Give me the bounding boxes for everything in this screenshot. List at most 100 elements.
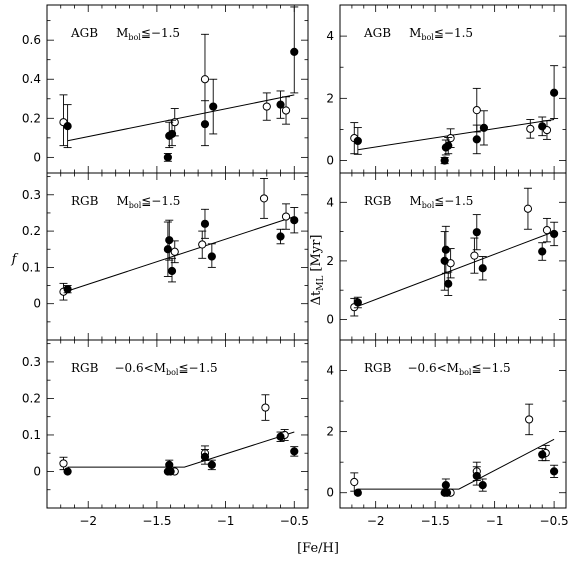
y-tick-label: 0.2 [22, 391, 41, 405]
panel-f_rgb_bright: 0 0.1 0.2 0.3 RGB Mbol≦−1.5 [22, 172, 309, 341]
open-point [59, 459, 68, 468]
panel-dt_rgb_faint: 0 2 4 −2 −1.5 −1 −0.5 RGB −0.6<Mbol≦−1.5 [326, 339, 569, 528]
annotation-population: RGB [364, 194, 392, 208]
open-point [542, 226, 552, 235]
annotation-population: AGB [363, 26, 391, 40]
filled-point [444, 279, 453, 288]
filled-point [63, 467, 72, 476]
filled-point [276, 432, 285, 441]
filled-point [63, 285, 72, 294]
filled-point [472, 135, 481, 144]
filled-point [353, 136, 362, 146]
panel-frame [339, 339, 567, 509]
annotation-population: AGB [70, 26, 98, 40]
open-point [523, 204, 533, 213]
filled-point [63, 122, 72, 131]
panel-dt_agb: 0 2 4 AGB Mbol≦−1.5 [326, 4, 567, 174]
right-y-axis-title-main: Δt [309, 290, 324, 305]
panel-annotation: RGB −0.6<Mbol≦−1.5 [71, 361, 218, 377]
filled-point [276, 232, 285, 241]
annotation-lower-bound: −0.6< [114, 361, 153, 375]
x-axis-title: [Fe/H] [297, 541, 339, 556]
annotation-subscript: bol [459, 368, 472, 377]
fit-line [67, 216, 295, 292]
annotation-subscript: bol [166, 368, 179, 377]
y-tick-label: 0 [326, 486, 334, 500]
filled-point [207, 460, 216, 470]
filled-point [200, 219, 210, 228]
y-tick-label: 2 [326, 425, 334, 439]
annotation-subscript: bol [128, 33, 141, 42]
filled-point [442, 488, 452, 497]
x-tick-label: −2 [79, 514, 97, 528]
filled-point [290, 216, 299, 225]
annotation-population: RGB [71, 194, 99, 208]
panel-annotation: AGB Mbol≦−1.5 [363, 26, 473, 42]
y-tick-label: 0.6 [22, 33, 41, 47]
x-tick-label: −1.5 [421, 514, 450, 528]
y-tick-label: 0.3 [22, 355, 41, 369]
y-tick-label: 0.4 [22, 72, 41, 86]
filled-point [167, 129, 177, 139]
filled-point [165, 460, 174, 470]
annotation-bound: ≦−1.5 [178, 361, 217, 375]
annotation-symbol: M [447, 361, 459, 375]
y-tick-label: 0 [33, 297, 41, 311]
y-tick-label: 0.2 [22, 224, 41, 238]
y-tick-label: 4 [326, 364, 334, 378]
y-tick-label: 4 [326, 29, 334, 43]
filled-point [441, 480, 450, 490]
y-tick-label: 0.1 [22, 428, 41, 442]
filled-point [441, 245, 450, 254]
filled-point [209, 102, 218, 111]
panel-annotation: RGB Mbol≦−1.5 [364, 194, 473, 210]
filled-point [163, 245, 172, 254]
filled-point [444, 141, 453, 150]
open-point [262, 102, 271, 111]
panel-dt_rgb_bright: 0 2 4 RGB Mbol≦−1.5 [326, 172, 567, 341]
fit-line [357, 231, 555, 307]
filled-point [290, 47, 299, 56]
y-tick-label: 2 [326, 254, 334, 268]
open-point [525, 415, 534, 424]
filled-point [165, 236, 174, 245]
open-point [259, 194, 269, 203]
open-point [526, 124, 535, 133]
y-tick-label: 0.3 [22, 188, 41, 202]
filled-point [166, 467, 175, 476]
annotation-bound: ≦−1.5 [141, 26, 180, 40]
filled-point [538, 122, 547, 131]
filled-point [538, 450, 547, 459]
panel-annotation: RGB Mbol≦−1.5 [71, 194, 180, 210]
annotation-bound: ≦−1.5 [434, 26, 473, 40]
annotation-symbol: M [116, 26, 128, 40]
y-tick-label: 0 [326, 154, 334, 168]
fit-line [357, 119, 555, 151]
x-tick-label: −1 [486, 514, 504, 528]
fit-line [357, 438, 555, 490]
panel-f_agb: 0 0.2 0.4 0.6 AGB Mbol≦−1.5 [22, 4, 309, 174]
annotation-symbol: M [154, 361, 166, 375]
filled-point [200, 120, 210, 129]
x-tick-label: −2 [367, 514, 385, 528]
filled-point [538, 247, 547, 256]
open-point [200, 75, 210, 84]
filled-point [550, 229, 559, 239]
filled-point [440, 156, 449, 165]
open-point [470, 251, 479, 260]
open-point [350, 477, 359, 487]
right-y-axis-title-unit: [Myr] [309, 235, 324, 272]
fit-line [67, 94, 295, 142]
y-tick-label: 0.2 [22, 111, 41, 125]
open-point [261, 403, 270, 412]
open-point [170, 247, 179, 256]
filled-point [440, 256, 449, 265]
filled-point [479, 123, 489, 132]
annotation-population: RGB [364, 361, 392, 375]
right-y-axis-title: ΔtML [Myr] [309, 235, 326, 306]
y-tick-label: 0 [326, 312, 334, 326]
panel-annotation: RGB −0.6<Mbol≦−1.5 [364, 361, 511, 377]
